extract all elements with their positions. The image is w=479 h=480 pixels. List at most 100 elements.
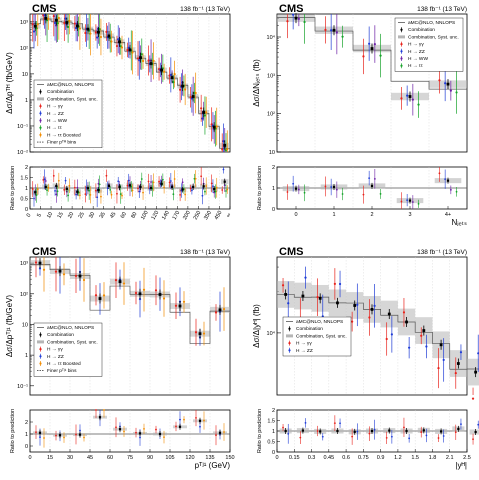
- channel-point: [53, 21, 57, 25]
- ratio-tick-label: 1.5: [267, 419, 275, 425]
- channel-point: [140, 53, 143, 56]
- ratio-channel-point: [126, 184, 129, 187]
- ratio-channel-point: [210, 182, 213, 185]
- combination-point: [158, 293, 162, 296]
- ratio-channel-point: [47, 186, 50, 189]
- channel-point: [163, 70, 166, 73]
- ratio-channel-point: [147, 180, 150, 183]
- channel-point: [411, 98, 414, 101]
- ratio-channel-point: [64, 179, 67, 182]
- channel-point: [203, 114, 207, 117]
- ratio-channel-point: [335, 188, 338, 191]
- ratio-syst-box: [469, 429, 479, 435]
- ratio-axis-label: Ratio to prediction: [10, 166, 16, 210]
- x-tick-label: 5: [36, 213, 43, 219]
- channel-point: [99, 35, 103, 39]
- ratio-channel-point: [131, 189, 134, 192]
- y-tick-label: 10³: [20, 261, 28, 267]
- channel-point: [373, 43, 376, 46]
- ratio-channel-point: [420, 431, 423, 434]
- main-frame: [29, 13, 231, 153]
- channel-point: [127, 46, 130, 49]
- legend-marker: [39, 333, 42, 336]
- ratio-channel-point: [83, 436, 85, 439]
- channel-point: [455, 91, 458, 94]
- ratio-combination-point: [332, 185, 336, 189]
- y-tick-label: 10: [22, 72, 28, 78]
- ratio-combination-point: [294, 187, 298, 190]
- ratio-combination-point: [301, 429, 305, 432]
- ratio-combination-point: [422, 429, 425, 432]
- channel-point: [437, 366, 440, 370]
- cms-label: CMS: [279, 3, 303, 15]
- channel-point: [131, 51, 134, 54]
- ratio-channel-point: [449, 188, 452, 191]
- x-tick-label: 0.45: [323, 455, 334, 461]
- combination-point: [58, 269, 62, 273]
- ratio-channel-point: [63, 188, 66, 191]
- ratio-channel-point: [316, 430, 319, 432]
- legend-entry: H → ττ: [47, 125, 62, 131]
- x-tick-label: 0: [28, 455, 31, 461]
- ratio-channel-point: [109, 188, 112, 191]
- legend-entry: Combination: [296, 326, 323, 332]
- ratio-tick-label: 0: [272, 207, 275, 213]
- ratio-channel-point: [163, 186, 166, 189]
- ratio-channel-point: [94, 189, 97, 192]
- x-tick-label: 170: [172, 210, 182, 221]
- legend-marker: [398, 35, 405, 39]
- channel-point: [292, 13, 295, 16]
- ratio-channel-point: [286, 191, 289, 193]
- channel-point: [138, 59, 141, 62]
- ratio-channel-point: [65, 191, 68, 193]
- x-tick-label: 2.5: [463, 455, 471, 461]
- x-tick-label: 0.75: [358, 455, 369, 461]
- ratio-channel-point: [55, 193, 58, 196]
- ratio-combination-point: [44, 185, 47, 189]
- ratio-channel-point: [425, 434, 428, 437]
- combination-point: [78, 274, 82, 278]
- channel-point: [109, 37, 112, 40]
- ratio-channel-point: [215, 186, 218, 189]
- ratio-combination-point: [284, 429, 287, 433]
- channel-point: [134, 291, 138, 295]
- y-tick-label: 10⁴: [267, 34, 276, 41]
- channel-point: [184, 88, 187, 91]
- legend-marker: [286, 334, 293, 338]
- main-frame: [276, 256, 468, 396]
- legend-marker: [288, 349, 291, 352]
- panel-njets: 10 10² 10³ 10⁴ 0 1 2 0 1 2 3 4+ CMS 138 fb⁻¹ (13 TeV)…: [252, 3, 468, 227]
- channel-point: [304, 276, 307, 279]
- syst-band: [467, 358, 479, 386]
- ratio-channel-point: [292, 182, 295, 185]
- ratio-combination-point: [181, 188, 184, 191]
- ratio-tick-label: 1: [25, 432, 28, 438]
- channel-point: [54, 270, 58, 273]
- ratio-channel-point: [152, 181, 155, 184]
- x-tick-label: 30: [67, 455, 73, 461]
- combination-point: [65, 21, 69, 24]
- channel-point: [82, 278, 86, 282]
- channel-point: [303, 20, 306, 24]
- ratio-combination-point: [192, 185, 195, 189]
- ratio-channel-point: [203, 419, 205, 422]
- combination-point: [336, 301, 339, 305]
- ratio-channel-point: [179, 418, 181, 421]
- ratio-channel-point: [221, 189, 224, 191]
- ratio-channel-point: [121, 194, 123, 197]
- ratio-combination-point: [160, 182, 163, 185]
- ratio-channel-point: [96, 196, 99, 199]
- channel-point: [221, 148, 224, 151]
- ratio-channel-point: [385, 436, 388, 439]
- channel-point: [444, 82, 447, 85]
- ratio-tick-label: 2: [25, 165, 28, 171]
- ratio-combination-point: [118, 185, 121, 189]
- ratio-channel-point: [43, 178, 46, 181]
- y-tick-label: 10⁻¹: [17, 124, 28, 130]
- ratio-channel-point: [76, 186, 79, 189]
- channel-point: [330, 29, 333, 32]
- combination-point: [198, 332, 202, 336]
- legend-entry: H → γγ: [296, 341, 312, 347]
- ratio-combination-point: [65, 187, 68, 190]
- ratio-channel-point: [406, 199, 409, 202]
